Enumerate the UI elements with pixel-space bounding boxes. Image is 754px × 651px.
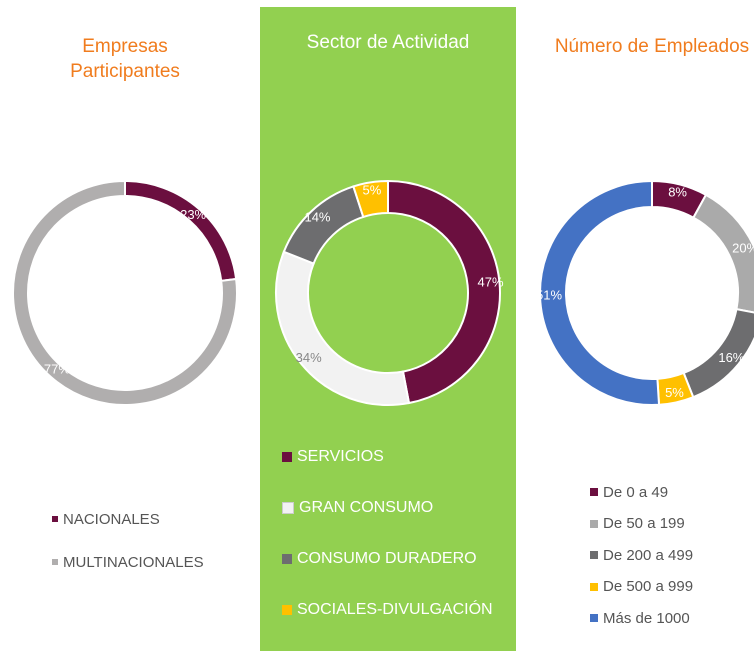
legend-marker bbox=[590, 582, 598, 591]
legend-marker bbox=[52, 559, 58, 565]
data-label: 51% bbox=[536, 288, 562, 303]
donut-slice bbox=[124, 179, 238, 282]
legend-marker bbox=[282, 502, 294, 514]
legend-item: MULTINACIONALES bbox=[52, 552, 204, 572]
chart-title: Número de Empleados bbox=[554, 36, 750, 57]
data-label: 77% bbox=[44, 362, 70, 377]
legend-marker bbox=[590, 488, 598, 496]
data-label: 14% bbox=[304, 209, 330, 224]
legend-item: SERVICIOS bbox=[282, 447, 384, 467]
data-label: 20% bbox=[732, 241, 754, 256]
donut-slice bbox=[692, 193, 754, 314]
legend-label: De 200 a 499 bbox=[603, 546, 694, 564]
legend-label: SOCIALES-DIVULGACIÓN bbox=[297, 601, 493, 618]
legend-label: GRAN CONSUMO bbox=[299, 499, 434, 516]
legend-label: Más de 1000 bbox=[603, 609, 690, 627]
legend-label: CONSUMO DURADERO bbox=[297, 550, 477, 567]
legend-marker bbox=[282, 554, 292, 564]
legend-label: De 500 a 999 bbox=[603, 578, 694, 595]
legend-item: De 200 a 499 bbox=[590, 545, 693, 565]
legend-item: GRAN CONSUMO bbox=[282, 498, 433, 518]
legend-item: De 0 a 49 bbox=[590, 482, 668, 502]
legend-label: MULTINACIONALES bbox=[63, 553, 204, 571]
donut-slice bbox=[275, 250, 411, 406]
legend-label: NACIONALES bbox=[63, 510, 160, 528]
data-label: 8% bbox=[668, 185, 687, 200]
donut-slice bbox=[539, 179, 661, 406]
legend-item: De 500 a 999 bbox=[590, 577, 693, 597]
chart-title: Sector de Actividad bbox=[306, 32, 470, 53]
legend-item: NACIONALES bbox=[52, 509, 160, 529]
legend-item: Más de 1000 bbox=[590, 608, 690, 628]
legend-label: De 50 a 199 bbox=[603, 515, 685, 532]
legend-item: CONSUMO DURADERO bbox=[282, 549, 477, 569]
data-label: 47% bbox=[478, 275, 504, 290]
data-label: 5% bbox=[362, 183, 381, 198]
legend-marker bbox=[590, 519, 598, 528]
donut-slice bbox=[12, 179, 238, 406]
legend-marker bbox=[282, 452, 292, 462]
legend-marker bbox=[590, 614, 598, 622]
data-label: 16% bbox=[718, 350, 744, 365]
data-label: 23% bbox=[180, 207, 206, 222]
chart-title: Empresas Participantes bbox=[70, 36, 180, 82]
data-label: 34% bbox=[296, 350, 322, 365]
legend-label: SERVICIOS bbox=[297, 448, 384, 465]
legend-label: De 0 a 49 bbox=[603, 483, 669, 501]
data-label: 5% bbox=[665, 385, 684, 400]
legend-marker bbox=[282, 605, 292, 615]
legend-marker bbox=[590, 551, 598, 559]
legend-item: SOCIALES-DIVULGACIÓN bbox=[282, 600, 493, 620]
legend-marker bbox=[52, 516, 58, 522]
donut-slice bbox=[282, 185, 365, 265]
donut-slice bbox=[387, 179, 501, 405]
donut-slice bbox=[352, 179, 389, 219]
legend-item: De 50 a 199 bbox=[590, 514, 685, 534]
